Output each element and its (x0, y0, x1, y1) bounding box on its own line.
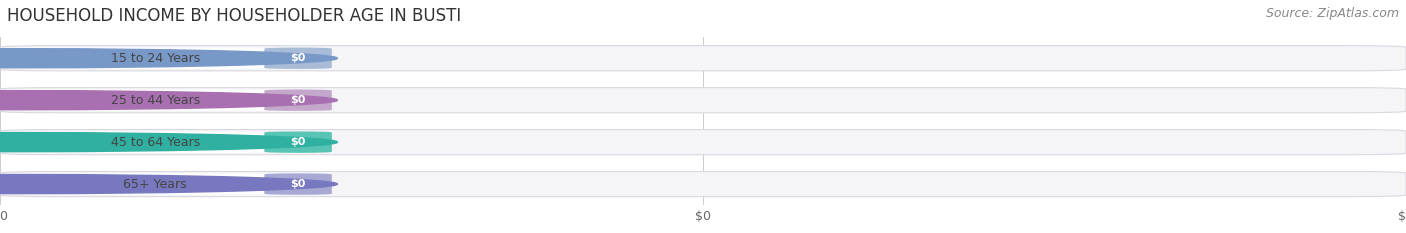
FancyBboxPatch shape (0, 88, 1406, 113)
FancyBboxPatch shape (0, 48, 274, 69)
Circle shape (0, 133, 337, 152)
Circle shape (0, 49, 337, 68)
Text: $0: $0 (291, 53, 305, 63)
Text: Source: ZipAtlas.com: Source: ZipAtlas.com (1265, 7, 1399, 20)
Text: 15 to 24 Years: 15 to 24 Years (111, 52, 200, 65)
FancyBboxPatch shape (0, 46, 1406, 71)
FancyBboxPatch shape (0, 171, 1406, 197)
FancyBboxPatch shape (0, 130, 1406, 155)
Text: $0: $0 (291, 95, 305, 105)
FancyBboxPatch shape (264, 131, 332, 153)
FancyBboxPatch shape (264, 89, 332, 111)
FancyBboxPatch shape (0, 131, 274, 153)
FancyBboxPatch shape (264, 48, 332, 69)
Text: 45 to 64 Years: 45 to 64 Years (111, 136, 200, 149)
FancyBboxPatch shape (0, 173, 274, 195)
Text: 25 to 44 Years: 25 to 44 Years (111, 94, 200, 107)
Circle shape (0, 91, 337, 110)
Text: $0: $0 (291, 137, 305, 147)
FancyBboxPatch shape (0, 89, 274, 111)
Circle shape (0, 175, 337, 194)
Text: 65+ Years: 65+ Years (124, 178, 187, 191)
Text: $0: $0 (291, 179, 305, 189)
Text: HOUSEHOLD INCOME BY HOUSEHOLDER AGE IN BUSTI: HOUSEHOLD INCOME BY HOUSEHOLDER AGE IN B… (7, 7, 461, 25)
FancyBboxPatch shape (264, 173, 332, 195)
